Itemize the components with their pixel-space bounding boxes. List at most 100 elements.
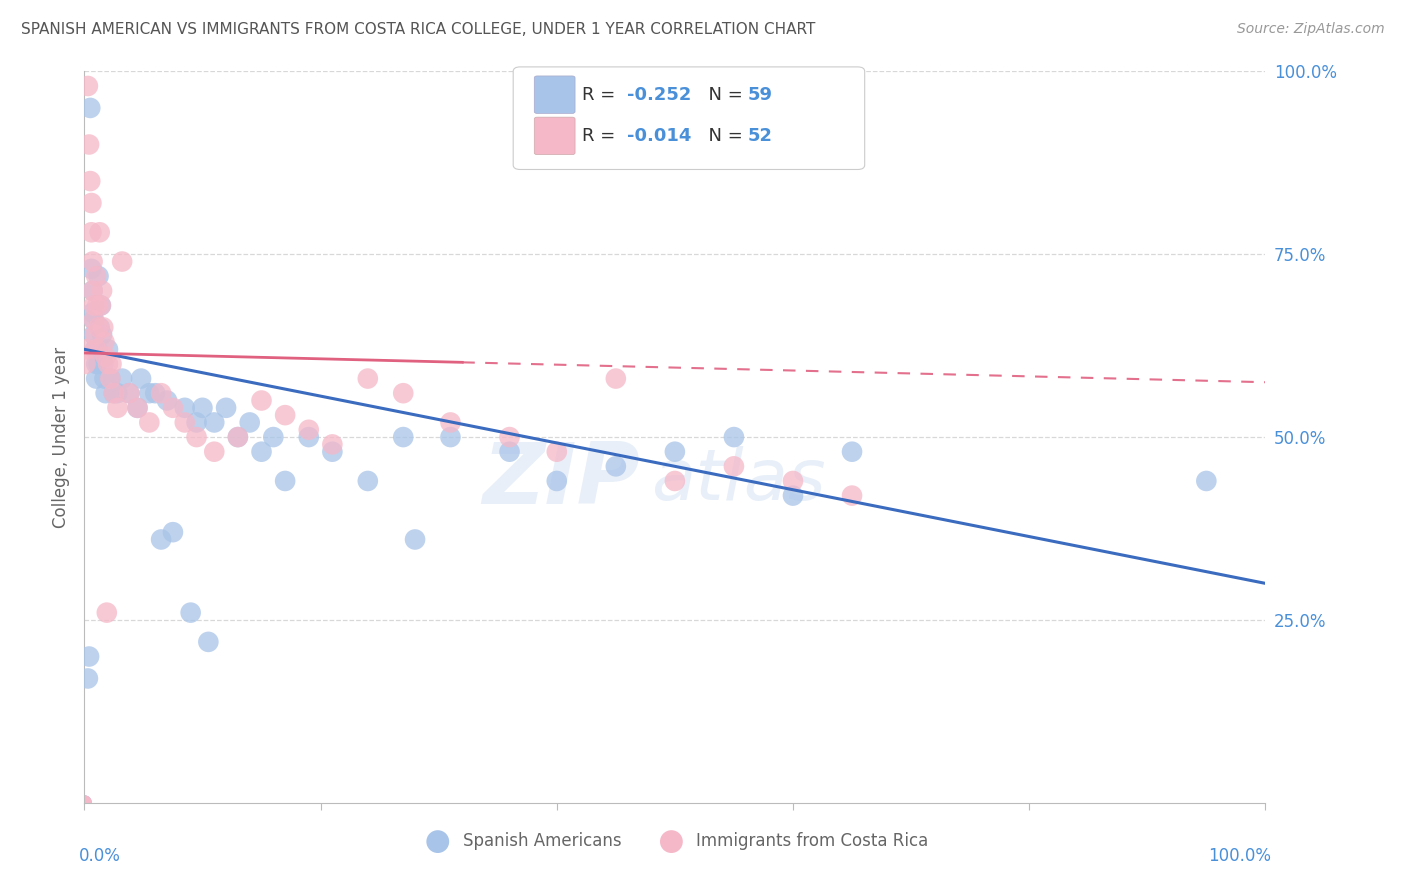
Text: ZIP: ZIP bbox=[482, 440, 640, 523]
Point bbox=[91, 327, 114, 342]
Point bbox=[262, 430, 284, 444]
Point bbox=[605, 371, 627, 385]
Point bbox=[274, 474, 297, 488]
Point bbox=[664, 474, 686, 488]
Point bbox=[83, 313, 105, 327]
Point bbox=[439, 416, 461, 430]
Point bbox=[84, 343, 107, 357]
Text: 100.0%: 100.0% bbox=[1208, 847, 1271, 864]
Point bbox=[77, 649, 100, 664]
Point bbox=[107, 386, 129, 401]
Point bbox=[298, 423, 321, 437]
Point bbox=[77, 137, 100, 152]
Point bbox=[498, 444, 520, 458]
Point bbox=[80, 261, 103, 276]
Point bbox=[202, 444, 225, 458]
Point bbox=[76, 343, 98, 357]
Point bbox=[83, 298, 105, 312]
Point bbox=[546, 474, 568, 488]
Point bbox=[226, 430, 249, 444]
Point bbox=[80, 196, 103, 211]
Point bbox=[274, 408, 297, 422]
Point bbox=[82, 284, 104, 298]
Point bbox=[86, 298, 108, 312]
Point bbox=[127, 401, 149, 415]
Point bbox=[103, 386, 125, 401]
Point bbox=[143, 386, 166, 401]
Point bbox=[498, 430, 520, 444]
Point bbox=[404, 533, 426, 547]
Point bbox=[197, 635, 219, 649]
Point bbox=[97, 357, 120, 371]
Point bbox=[91, 284, 114, 298]
Text: atlas: atlas bbox=[651, 447, 825, 516]
Point bbox=[86, 343, 108, 357]
Point bbox=[138, 386, 160, 401]
Point bbox=[150, 533, 173, 547]
Point bbox=[94, 386, 117, 401]
Point bbox=[841, 489, 863, 503]
Point bbox=[77, 78, 100, 93]
Point bbox=[75, 357, 97, 371]
Point bbox=[87, 269, 110, 284]
Point bbox=[107, 401, 129, 415]
Point bbox=[93, 334, 115, 349]
Point bbox=[1195, 474, 1218, 488]
Point bbox=[321, 444, 343, 458]
Point bbox=[111, 254, 134, 268]
Point bbox=[79, 101, 101, 115]
Point bbox=[87, 357, 110, 371]
Point bbox=[91, 320, 114, 334]
Point bbox=[250, 444, 273, 458]
Y-axis label: College, Under 1 year: College, Under 1 year bbox=[52, 346, 70, 528]
Point bbox=[782, 474, 804, 488]
Point bbox=[97, 343, 120, 357]
Point bbox=[156, 393, 179, 408]
Text: SPANISH AMERICAN VS IMMIGRANTS FROM COSTA RICA COLLEGE, UNDER 1 YEAR CORRELATION: SPANISH AMERICAN VS IMMIGRANTS FROM COST… bbox=[21, 22, 815, 37]
Point bbox=[89, 225, 111, 239]
Point bbox=[357, 371, 380, 385]
Point bbox=[186, 430, 208, 444]
Point bbox=[98, 371, 121, 385]
Text: R =: R = bbox=[582, 127, 621, 145]
Point bbox=[841, 444, 863, 458]
Point bbox=[226, 430, 249, 444]
Point bbox=[664, 444, 686, 458]
Text: N =: N = bbox=[697, 127, 749, 145]
Point bbox=[118, 386, 141, 401]
Point bbox=[605, 459, 627, 474]
Point bbox=[79, 174, 101, 188]
Point bbox=[723, 430, 745, 444]
Point bbox=[357, 474, 380, 488]
Legend: Spanish Americans, Immigrants from Costa Rica: Spanish Americans, Immigrants from Costa… bbox=[415, 825, 935, 856]
Text: 0.0%: 0.0% bbox=[79, 847, 121, 864]
Point bbox=[162, 401, 184, 415]
Point bbox=[80, 225, 103, 239]
Point bbox=[90, 298, 112, 312]
Point bbox=[298, 430, 321, 444]
Point bbox=[118, 386, 141, 401]
Text: N =: N = bbox=[697, 86, 749, 103]
Point bbox=[82, 254, 104, 268]
Point bbox=[138, 416, 160, 430]
Point bbox=[202, 416, 225, 430]
Point bbox=[782, 489, 804, 503]
Point bbox=[94, 350, 117, 364]
Point bbox=[87, 320, 110, 334]
Point bbox=[180, 606, 202, 620]
Point bbox=[723, 459, 745, 474]
Text: -0.252: -0.252 bbox=[627, 86, 692, 103]
Point bbox=[439, 430, 461, 444]
Point bbox=[84, 269, 107, 284]
Point bbox=[90, 298, 112, 312]
Point bbox=[84, 343, 107, 357]
Point bbox=[100, 357, 122, 371]
Point bbox=[83, 327, 105, 342]
Point bbox=[150, 386, 173, 401]
Point bbox=[84, 357, 107, 371]
Point bbox=[173, 416, 195, 430]
Point bbox=[111, 371, 134, 385]
Point bbox=[127, 401, 149, 415]
Point bbox=[546, 444, 568, 458]
Point bbox=[173, 401, 195, 415]
